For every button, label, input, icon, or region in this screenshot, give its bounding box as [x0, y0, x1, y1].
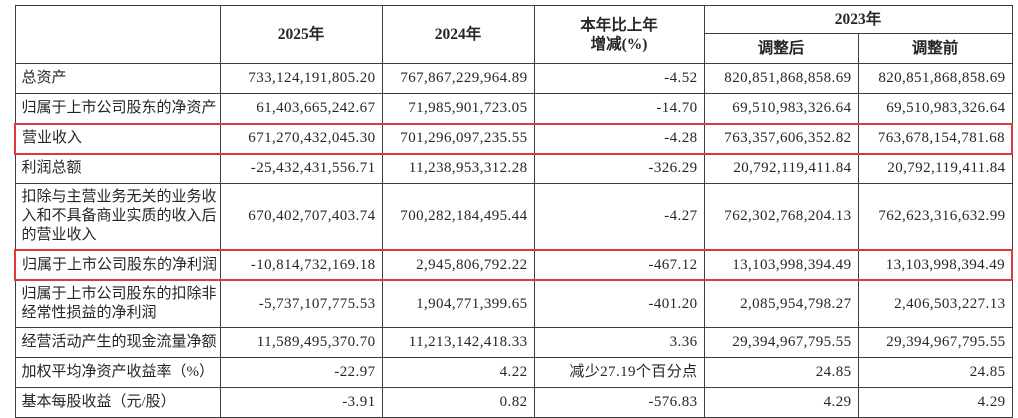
cell-2025: -22.97 — [219, 357, 383, 388]
cell-2025: 733,124,191,805.20 — [219, 63, 383, 94]
cell-2023-adjusted: 69,510,983,326.64 — [703, 93, 859, 124]
header-row-sub: 调整后 调整前 — [15, 33, 1013, 64]
cell-yoy-change: -401.20 — [533, 279, 705, 328]
cell-yoy-change: 3.36 — [533, 327, 705, 358]
cell-2023-before-adjust: 13,103,998,394.49 — [857, 249, 1014, 281]
cell-2023-adjusted: 20,792,119,411.84 — [703, 153, 859, 184]
cell-yoy-change: -4.28 — [533, 122, 705, 155]
cell-2023-before-adjust: 763,678,154,781.68 — [857, 122, 1014, 155]
table-row: 归属于上市公司股东的净资产 61,403,665,242.67 71,985,901… — [14, 93, 1013, 124]
cell-2024: 71,985,901,723.05 — [381, 93, 535, 124]
table-body: 总资产 733,124,191,805.20 767,867,229,964.89-… — [14, 63, 1014, 418]
column-header-yoy-change: 本年比上年 增减(%) — [533, 5, 705, 64]
cell-2024: 11,238,953,312.28 — [381, 153, 535, 184]
column-header-2025: 2025年 — [219, 5, 383, 64]
row-label: 归属于上市公司股东的扣除非经常性损益的净利润 — [14, 279, 221, 328]
column-header-2023-before-adjust: 调整前 — [857, 33, 1013, 64]
cell-2023-adjusted: 2,085,954,798.27 — [703, 279, 859, 328]
table-row: 总资产 733,124,191,805.20 767,867,229,964.89-… — [14, 63, 1013, 94]
row-label: 归属于上市公司股东的净资产 — [14, 93, 221, 124]
cell-2024: 11,213,142,418.33 — [381, 327, 535, 358]
cell-2024: 767,867,229,964.89 — [381, 63, 535, 94]
table-row: 营业收入 671,270,432,045.30 701,296,097,235.55… — [14, 122, 1014, 155]
table-header: 2025年 2024年 本年比上年 增减(%) 2023年 调整后 调整前 — [14, 5, 1013, 64]
table-row: 利润总额 -25,432,431,556.71 11,238,953,312.28-… — [14, 153, 1013, 184]
cell-2025: 670,402,707,403.74 — [219, 183, 383, 251]
cell-2024: 4.22 — [381, 357, 535, 388]
table-row: 归属于上市公司股东的净利润 -10,814,732,169.18 2,945,806… — [14, 249, 1014, 281]
cell-2025: -5,737,107,775.53 — [219, 279, 383, 328]
column-header-2024: 2024年 — [381, 5, 535, 64]
corner-cell — [14, 5, 221, 64]
cell-yoy-change: -467.12 — [533, 249, 705, 281]
row-label: 经营活动产生的现金流量净额 — [14, 327, 221, 358]
cell-2023-before-adjust: 29,394,967,795.55 — [857, 327, 1013, 358]
row-label: 加权平均净资产收益率（%） — [14, 357, 221, 388]
table-row: 归属于上市公司股东的扣除非经常性损益的净利润 -5,737,107,775.53 1… — [14, 279, 1013, 328]
cell-2023-before-adjust: 69,510,983,326.64 — [857, 93, 1013, 124]
cell-2024: 0.82 — [381, 387, 535, 418]
table-row: 基本每股收益（元/股） -3.91 0.82 -576.83 4.29 4.29 — [14, 387, 1013, 418]
cell-2023-adjusted: 763,357,606,352.82 — [703, 122, 859, 155]
cell-yoy-change: -576.83 — [533, 387, 705, 418]
cell-2023-before-adjust: 20,792,119,411.84 — [857, 153, 1013, 184]
financial-summary-table: 2025年 2024年 本年比上年 增减(%) 2023年 调整后 调整前 总资… — [14, 5, 1014, 418]
cell-2023-adjusted: 24.85 — [703, 357, 859, 388]
cell-2023-adjusted: 820,851,868,858.69 — [703, 63, 859, 94]
cell-2024: 2,945,806,792.22 — [381, 249, 535, 281]
cell-2024: 701,296,097,235.55 — [381, 122, 535, 155]
cell-yoy-change: -4.52 — [533, 63, 705, 94]
cell-2024: 1,904,771,399.65 — [381, 279, 535, 328]
cell-2025: 11,589,495,370.70 — [219, 327, 383, 358]
row-label: 归属于上市公司股东的净利润 — [14, 249, 221, 281]
table-row: 加权平均净资产收益率（%） -22.97 4.22 减少27.19个百分点 24.85 2… — [14, 357, 1013, 388]
cell-yoy-change: -4.27 — [533, 183, 705, 251]
cell-2023-adjusted: 13,103,998,394.49 — [703, 249, 859, 281]
row-label: 营业收入 — [14, 122, 221, 155]
column-header-2023: 2023年 — [703, 5, 1013, 34]
table-row: 经营活动产生的现金流量净额 11,589,495,370.70 11,213,142… — [14, 327, 1013, 358]
cell-2025: -3.91 — [219, 387, 383, 418]
row-label: 基本每股收益（元/股） — [14, 387, 221, 418]
cell-2023-before-adjust: 24.85 — [857, 357, 1013, 388]
cell-2023-adjusted: 29,394,967,795.55 — [703, 327, 859, 358]
table-row: 扣除与主营业务无关的业务收入和不具备商业实质的收入后的营业收入 670,402,7… — [14, 183, 1013, 251]
cell-yoy-change: -14.70 — [533, 93, 705, 124]
cell-2025: -25,432,431,556.71 — [219, 153, 383, 184]
cell-2025: 671,270,432,045.30 — [219, 122, 383, 155]
cell-2023-before-adjust: 820,851,868,858.69 — [857, 63, 1013, 94]
cell-2023-before-adjust: 4.29 — [857, 387, 1013, 418]
cell-2024: 700,282,184,495.44 — [381, 183, 535, 251]
cell-2023-adjusted: 4.29 — [703, 387, 859, 418]
cell-2023-before-adjust: 762,623,316,632.99 — [857, 183, 1013, 251]
row-label: 总资产 — [14, 63, 221, 94]
cell-2025: -10,814,732,169.18 — [219, 249, 383, 281]
cell-2025: 61,403,665,242.67 — [219, 93, 383, 124]
cell-2023-before-adjust: 2,406,503,227.13 — [857, 279, 1013, 328]
cell-yoy-change: 减少27.19个百分点 — [533, 357, 705, 388]
row-label: 扣除与主营业务无关的业务收入和不具备商业实质的收入后的营业收入 — [14, 183, 221, 251]
cell-2023-adjusted: 762,302,768,204.13 — [703, 183, 859, 251]
column-header-2023-adjusted: 调整后 — [703, 33, 859, 64]
row-label: 利润总额 — [14, 153, 221, 184]
cell-yoy-change: -326.29 — [533, 153, 705, 184]
header-row-main: 2025年 2024年 本年比上年 增减(%) 2023年 — [14, 5, 1013, 64]
